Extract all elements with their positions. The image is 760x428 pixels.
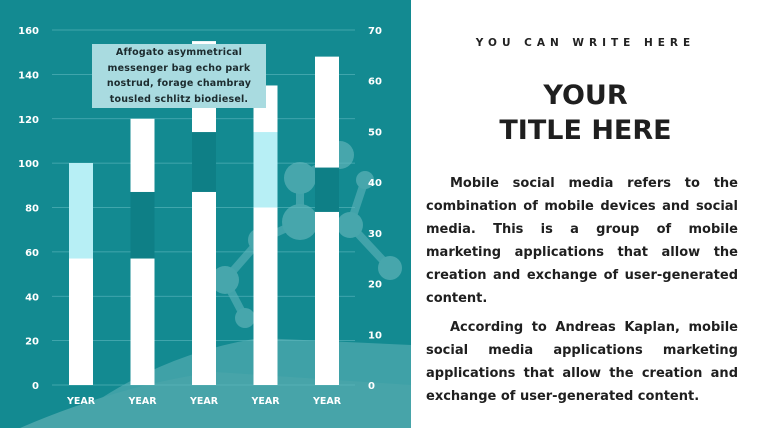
right-tick-label: 30	[368, 229, 382, 240]
range-segment	[130, 191, 155, 259]
range-segment	[315, 167, 339, 212]
chart-panel: 0 20 40 60 80 100 120 140 160 0 10 20 30 40 50 60 70 YE…	[0, 0, 411, 428]
left-tick-label: 120	[18, 115, 39, 126]
x-tick-label: YEAR	[312, 396, 342, 407]
right-tick-label: 40	[368, 178, 382, 189]
right-tick-label: 60	[368, 77, 382, 88]
left-tick-label: 40	[25, 292, 39, 303]
page-title: YOUR TITLE HERE	[411, 78, 760, 148]
callout-text: Affogato asymmetrical messenger bag echo…	[106, 47, 252, 105]
right-tick-label: 20	[368, 280, 382, 291]
title-line-1: YOUR	[543, 80, 628, 111]
right-axis: 0 10 20 30 40 50 60 70	[368, 26, 382, 392]
text-panel	[411, 0, 760, 428]
left-tick-label: 20	[25, 337, 39, 348]
right-tick-label: 10	[368, 330, 382, 341]
chart-callout: Affogato asymmetrical messenger bag echo…	[92, 44, 266, 108]
range-bar-chart: 0 20 40 60 80 100 120 140 160 0 10 20 30 40 50 60 70 YE…	[18, 26, 411, 428]
x-tick-label: YEAR	[66, 396, 96, 407]
left-tick-label: 140	[18, 70, 39, 81]
range-segment	[253, 132, 278, 208]
x-tick-label: YEAR	[189, 396, 219, 407]
bar-series	[69, 41, 339, 385]
title-line-2: TITLE HERE	[499, 115, 672, 146]
x-tick-label: YEAR	[127, 396, 157, 407]
x-tick-label: YEAR	[250, 396, 280, 407]
x-axis-labels: YEAR YEAR YEAR YEAR YEAR	[66, 396, 342, 407]
range-segment	[69, 163, 93, 259]
left-axis: 0 20 40 60 80 100 120 140 160	[18, 26, 39, 392]
subtitle-kicker: YOU CAN WRITE HERE	[475, 37, 696, 49]
left-tick-label: 80	[25, 204, 39, 215]
right-tick-label: 50	[368, 127, 382, 138]
bar	[315, 56, 339, 385]
right-tick-label: 0	[368, 381, 375, 392]
left-tick-label: 100	[18, 159, 39, 170]
left-tick-label: 160	[18, 26, 39, 37]
left-tick-label: 60	[25, 248, 39, 259]
body-paragraph-2: According to Andreas Kaplan, mobile soci…	[426, 320, 738, 404]
body-paragraph-1: Mobile social media refers to the combin…	[426, 176, 738, 306]
left-tick-label: 0	[32, 381, 39, 392]
bar	[253, 85, 278, 385]
range-segment	[192, 132, 216, 192]
right-tick-label: 70	[368, 26, 382, 37]
